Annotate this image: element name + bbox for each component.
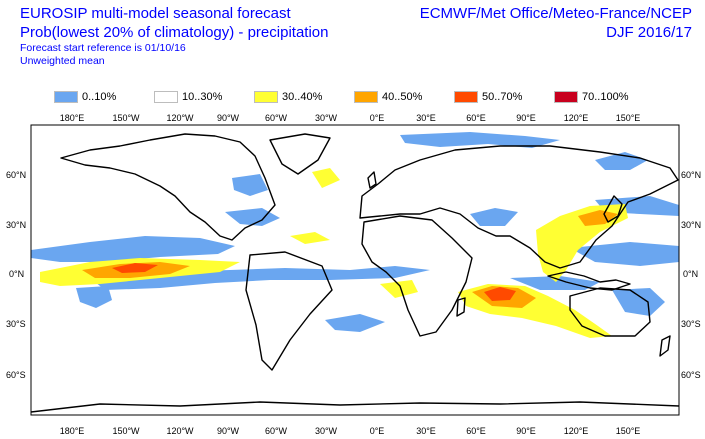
- lon-label: 0°E: [370, 113, 385, 123]
- lon-label: 120°W: [166, 113, 194, 123]
- yellow-area-amazon-atlantic: [380, 280, 418, 298]
- uk-coast: [367, 171, 377, 189]
- forecast-start-text: Forecast start reference is 01/10/16: [20, 42, 186, 54]
- greenland-coast: [269, 133, 331, 175]
- indonesia-coast: [547, 271, 631, 291]
- lon-label: 30°E: [416, 113, 436, 123]
- lon-label: 90°E: [516, 426, 536, 436]
- legend-swatch: [554, 91, 578, 103]
- lat-label: 0°N: [683, 269, 698, 279]
- lat-label: 30°S: [6, 319, 26, 329]
- blue-area-south-pacific: [76, 286, 112, 308]
- new-zealand-coast: [659, 335, 671, 357]
- blue-area-australia: [612, 288, 665, 316]
- probability-shading: [31, 132, 679, 338]
- season-text: DJF 2016/17: [606, 24, 692, 41]
- yellow-area-tropical-atlantic: [290, 232, 330, 244]
- blue-area-north-america: [232, 174, 268, 196]
- red-area-pacific: [112, 263, 158, 273]
- map-title-variable: Prob(lowest 20% of climatology) - precip…: [20, 24, 329, 41]
- legend-swatch: [54, 91, 78, 103]
- lon-label: 60°E: [466, 426, 486, 436]
- map-frame: [30, 124, 680, 416]
- legend-label: 0..10%: [82, 91, 117, 103]
- north-america-coast: [60, 133, 276, 241]
- lon-label: 90°W: [217, 426, 240, 436]
- lat-label: 0°N: [9, 269, 24, 279]
- south-america-coast: [245, 251, 333, 371]
- lon-labels-bottom: 180°E 150°W 120°W 90°W 60°W 30°W 0°E 30°…: [60, 426, 641, 436]
- lat-label: 60°S: [6, 370, 26, 380]
- lat-label: 60°N: [681, 170, 701, 180]
- blue-area-arctic-atlantic: [400, 132, 560, 148]
- legend-label: 50..70%: [482, 91, 523, 103]
- antarctica-coast: [31, 401, 679, 413]
- red-area-indian-ocean: [484, 287, 516, 301]
- lat-labels-right: 60°N 30°N 0°N 30°S 60°S: [681, 170, 701, 380]
- lon-label: 30°W: [315, 426, 338, 436]
- blue-area-east-asia-north: [595, 152, 648, 170]
- legend: 0..10% 10..30% 30..40% 40..50% 50..70% 7…: [0, 90, 705, 104]
- lon-label: 90°W: [217, 113, 240, 123]
- centres-text: ECMWF/Met Office/Meteo-France/NCEP: [419, 5, 692, 22]
- japan-coast: [603, 195, 623, 223]
- yellow-area-north-atlantic: [312, 168, 340, 188]
- legend-label: 70..100%: [582, 91, 629, 103]
- lon-label: 30°W: [315, 113, 338, 123]
- legend-swatch: [354, 91, 378, 103]
- lon-label: 180°E: [60, 113, 85, 123]
- orange-area-east-asia: [578, 210, 618, 226]
- lon-label: 120°E: [564, 426, 589, 436]
- coastlines: [31, 133, 679, 413]
- blue-area-west-pacific: [570, 242, 679, 266]
- lon-label: 150°W: [112, 426, 140, 436]
- source-block: ECMWF/Met Office/Meteo-France/NCEP DJF 2…: [420, 4, 692, 42]
- blue-area-central-pacific: [31, 236, 235, 262]
- lon-label: 60°W: [265, 113, 288, 123]
- europe-asia-coast: [359, 145, 679, 269]
- lon-label: 60°E: [466, 113, 486, 123]
- lon-label: 60°W: [265, 426, 288, 436]
- lat-labels-left: 60°N 30°N 0°N 30°S 60°S: [6, 170, 26, 380]
- legend-label: 40..50%: [382, 91, 423, 103]
- lon-label: 30°E: [416, 426, 436, 436]
- lat-label: 60°S: [681, 370, 701, 380]
- lon-label: 90°E: [516, 113, 536, 123]
- legend-swatch: [254, 91, 278, 103]
- lon-label: 150°W: [112, 113, 140, 123]
- weighting-text: Unweighted mean: [20, 55, 105, 67]
- lon-label: 180°E: [60, 426, 85, 436]
- lat-label: 30°N: [6, 220, 26, 230]
- lon-label: 0°E: [370, 426, 385, 436]
- blue-area-arabia: [470, 208, 518, 226]
- legend-swatch: [454, 91, 478, 103]
- title-block: EUROSIP multi-model seasonal forecast Pr…: [20, 4, 328, 68]
- legend-label: 10..30%: [182, 91, 223, 103]
- africa-coast: [361, 215, 473, 337]
- legend-swatch: [154, 91, 178, 103]
- blue-area-south-atlantic: [325, 314, 385, 332]
- blue-area-indian-ocean: [510, 276, 600, 290]
- lat-label: 60°N: [6, 170, 26, 180]
- legend-label: 30..40%: [282, 91, 323, 103]
- map-title: EUROSIP multi-model seasonal forecast: [20, 5, 291, 22]
- blue-area-gulf-mexico: [225, 208, 280, 226]
- lat-label: 30°N: [681, 220, 701, 230]
- lon-label: 150°E: [616, 426, 641, 436]
- madagascar-coast: [456, 297, 466, 317]
- lon-label: 120°W: [166, 426, 194, 436]
- lat-label: 30°S: [681, 319, 701, 329]
- lon-label: 150°E: [616, 113, 641, 123]
- lon-label: 120°E: [564, 113, 589, 123]
- lon-labels-top: 180°E 150°W 120°W 90°W 60°W 30°W 0°E 30°…: [60, 113, 641, 123]
